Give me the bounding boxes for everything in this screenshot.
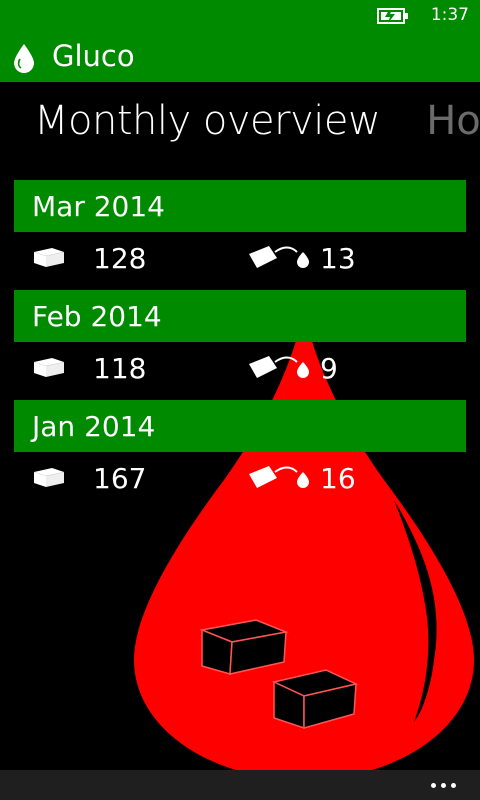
app-bar xyxy=(0,770,480,800)
pivot-item-next[interactable]: Hon xyxy=(426,98,480,144)
month-header: Feb 2014 xyxy=(14,290,466,342)
month-stats: 167 16 xyxy=(14,460,466,500)
sugar-count: 128 xyxy=(93,242,147,275)
more-dots-icon[interactable] xyxy=(426,774,460,796)
pivot-item-monthly-overview[interactable]: Monthly overview xyxy=(34,98,381,144)
blood-test-strip-icon xyxy=(249,356,309,378)
battery-charging-icon xyxy=(377,8,408,24)
test-count: 9 xyxy=(320,352,338,385)
month-header: Mar 2014 xyxy=(14,180,466,232)
month-label: Mar 2014 xyxy=(32,190,165,223)
sugar-cube-icon xyxy=(34,358,64,377)
month-item-feb-2014[interactable]: Feb 2014 118 9 xyxy=(14,290,466,400)
status-bar: 1:37 xyxy=(0,0,480,32)
month-header: Jan 2014 xyxy=(14,400,466,452)
month-stats: 118 9 xyxy=(14,350,466,390)
blood-drop-background-icon xyxy=(134,300,474,780)
month-list: Mar 2014 128 13 Feb 2014 xyxy=(14,180,466,510)
test-count: 16 xyxy=(320,462,356,495)
sugar-count: 167 xyxy=(93,462,147,495)
sugar-cube-illustration xyxy=(199,619,359,730)
sugar-cube-icon xyxy=(34,248,64,267)
app-header: Gluco xyxy=(0,32,480,82)
blood-drop-icon xyxy=(14,44,34,73)
month-label: Jan 2014 xyxy=(32,410,156,443)
blood-test-strip-icon xyxy=(249,466,309,488)
blood-test-strip-icon xyxy=(249,246,309,268)
sugar-count: 118 xyxy=(93,352,147,385)
month-item-jan-2014[interactable]: Jan 2014 167 16 xyxy=(14,400,466,510)
month-stats: 128 13 xyxy=(14,240,466,280)
sugar-cube-icon xyxy=(34,468,64,487)
month-label: Feb 2014 xyxy=(32,300,162,333)
test-count: 13 xyxy=(320,242,356,275)
month-item-mar-2014[interactable]: Mar 2014 128 13 xyxy=(14,180,466,290)
pivot-header: Monthly overview Hon xyxy=(34,98,480,158)
app-title: Gluco xyxy=(52,39,135,73)
status-clock: 1:37 xyxy=(430,5,469,25)
